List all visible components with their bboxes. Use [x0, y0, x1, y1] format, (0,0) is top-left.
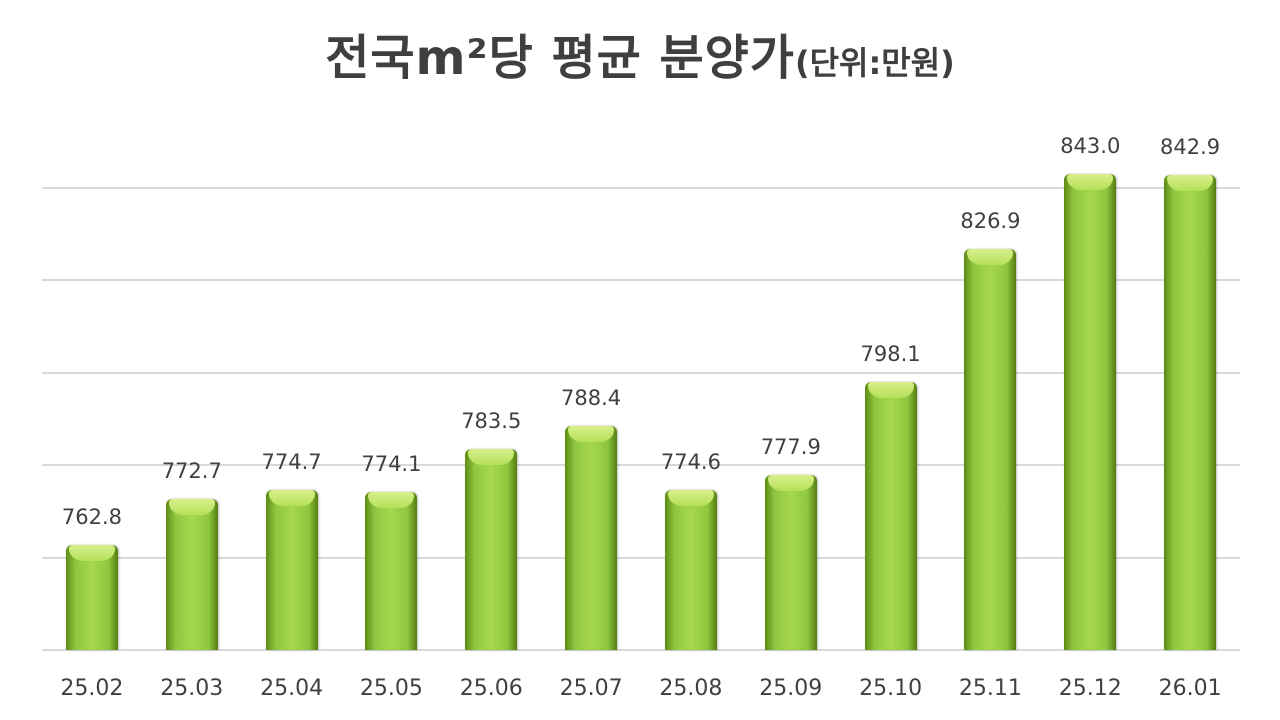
data-label: 762.8 [61, 504, 122, 529]
bar-26.01 [1164, 174, 1217, 650]
gridline [42, 371, 1240, 374]
data-label: 798.1 [860, 341, 921, 366]
data-label: 777.9 [760, 434, 821, 459]
bar-25.03 [165, 498, 218, 650]
data-label: 774.1 [361, 452, 422, 477]
gridline [42, 187, 1240, 189]
bar-25.10 [864, 381, 917, 650]
x-tick-label: 25.03 [160, 676, 224, 701]
x-tick-label: 25.08 [659, 676, 723, 701]
data-label: 788.4 [561, 386, 622, 411]
bar-25.04 [265, 489, 318, 650]
data-label: 772.7 [161, 458, 222, 483]
x-tick-label: 25.05 [359, 676, 423, 701]
bar-25.05 [365, 492, 418, 650]
chart-unit-label: (단위:만원) [794, 44, 955, 82]
data-label: 774.6 [660, 450, 721, 475]
gridline [42, 279, 1240, 282]
x-tick-label: 25.02 [60, 676, 124, 701]
x-tick-label: 26.01 [1158, 676, 1222, 701]
bar-25.11 [964, 248, 1017, 650]
x-tick-label: 25.09 [759, 676, 823, 701]
bar-25.12 [1064, 174, 1117, 650]
x-tick-label: 25.06 [459, 676, 523, 701]
bar-25.06 [465, 449, 518, 650]
gridline [42, 464, 1240, 467]
x-tick-label: 25.04 [260, 676, 324, 701]
x-tick-label: 25.10 [859, 676, 923, 701]
bar-25.08 [664, 490, 717, 650]
data-label: 842.9 [1160, 134, 1221, 159]
data-label: 783.5 [461, 409, 522, 434]
x-tick-label: 25.12 [1058, 676, 1122, 701]
bar-25.09 [764, 474, 817, 650]
chart-title-main: 전국m²당 평균 분양가 [325, 30, 795, 86]
x-tick-label: 25.07 [559, 676, 623, 701]
data-label: 843.0 [1060, 134, 1121, 159]
chart-title: 전국m²당 평균 분양가(단위:만원) [0, 18, 1280, 88]
plot-area: 762.8 25.02 772.7 25.03 774.7 25.04 774.1 25.05… [42, 0, 1240, 720]
bar-25.07 [565, 426, 618, 650]
gridline [42, 556, 1240, 559]
gridline [42, 649, 1240, 651]
bar-25.02 [65, 544, 118, 650]
x-tick-label: 25.11 [958, 676, 1022, 701]
data-label: 826.9 [960, 208, 1021, 233]
data-label: 774.7 [261, 449, 322, 474]
